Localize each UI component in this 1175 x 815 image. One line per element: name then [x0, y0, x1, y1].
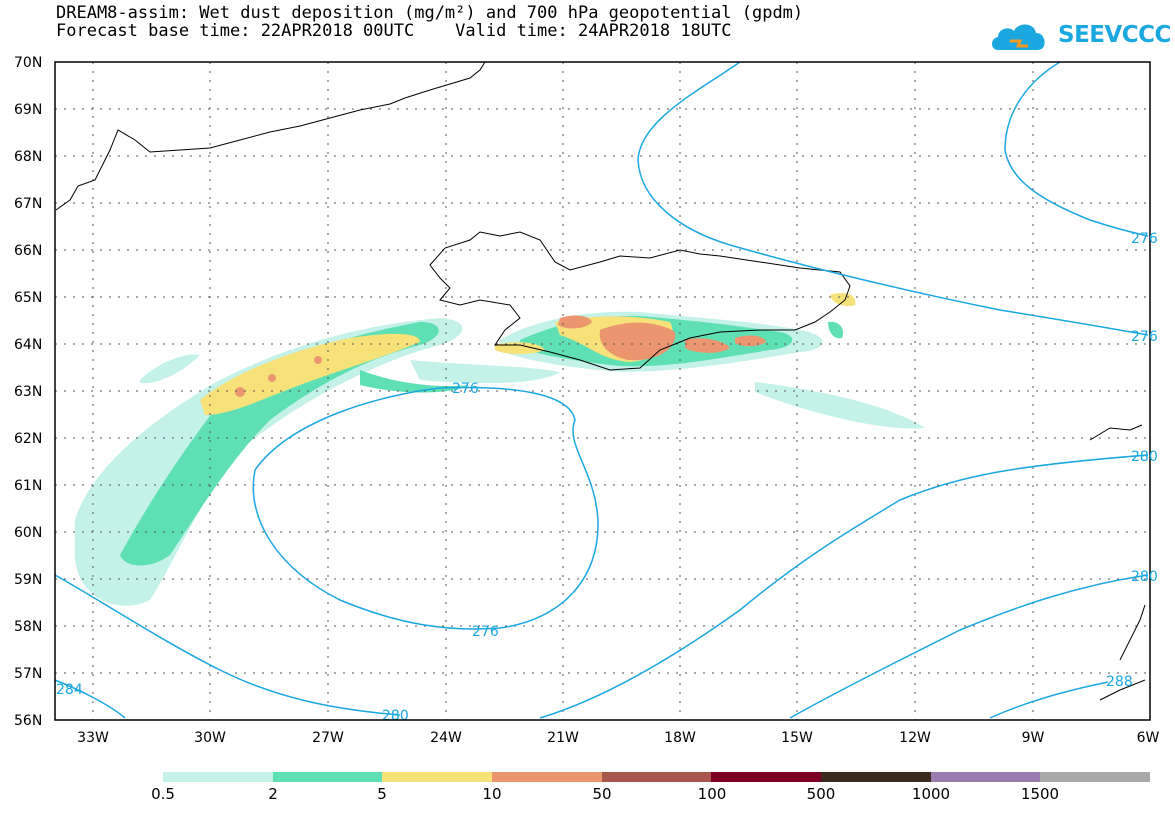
lat-label: 56N — [14, 713, 42, 729]
map-frame — [54, 61, 1151, 721]
lat-label: 66N — [14, 243, 42, 259]
lon-label: 15W — [781, 730, 813, 746]
legend-swatch — [930, 772, 1041, 782]
latitude-labels: 70N 69N 68N 67N 66N 65N 64N 63N 62N 61N … — [14, 55, 42, 729]
legend-swatch — [821, 772, 931, 782]
contour-label: 280 — [1131, 449, 1158, 465]
contour-label: 284 — [56, 682, 83, 698]
legend-swatch — [163, 772, 273, 782]
contour-label: 280 — [1131, 569, 1158, 585]
legend-label: 500 — [806, 785, 836, 803]
lat-label: 60N — [14, 525, 42, 541]
lat-label: 67N — [14, 196, 42, 212]
cloud-logo-icon — [992, 24, 1045, 50]
longitude-labels: 33W 30W 27W 24W 21W 18W 15W 12W 9W 6W — [77, 730, 1159, 746]
logo-text: SEEVCCC — [1058, 22, 1171, 48]
legend-swatch — [492, 772, 602, 782]
legend-swatch — [382, 772, 493, 782]
lat-label: 58N — [14, 619, 42, 635]
lat-label: 61N — [14, 478, 42, 494]
lat-label: 65N — [14, 290, 42, 306]
legend-swatch — [601, 772, 712, 782]
color-legend — [163, 772, 1151, 782]
legend-swatch — [711, 772, 822, 782]
legend-label: 10 — [482, 785, 502, 803]
legend-label: 0.5 — [151, 785, 175, 803]
lon-label: 30W — [194, 730, 226, 746]
lon-label: 21W — [547, 730, 579, 746]
coastlines — [55, 61, 1146, 701]
geopotential-contours — [54, 61, 1149, 719]
contour-label: 276 — [472, 624, 499, 640]
graticule — [55, 62, 1150, 720]
lon-label: 24W — [430, 730, 462, 746]
lat-label: 70N — [14, 55, 42, 71]
contour-label: 276 — [1131, 231, 1158, 247]
map-title: DREAM8-assim: Wet dust deposition (mg/m²… — [56, 3, 804, 23]
edge-contour-labels: 276 276 280 280 — [1131, 231, 1158, 585]
lon-label: 6W — [1137, 730, 1160, 746]
legend-label: 2 — [268, 785, 278, 803]
legend-label: 100 — [697, 785, 727, 803]
legend-label: 1500 — [1020, 785, 1060, 803]
lat-label: 68N — [14, 149, 42, 165]
lat-label: 57N — [14, 666, 42, 682]
contour-label: 276 — [1131, 329, 1158, 345]
lat-label: 62N — [14, 431, 42, 447]
lon-label: 9W — [1022, 730, 1045, 746]
legend-swatch — [272, 772, 383, 782]
lon-label: 27W — [312, 730, 344, 746]
legend-label: 1000 — [911, 785, 951, 803]
lon-label: 12W — [899, 730, 931, 746]
contour-label: 288 — [1106, 674, 1133, 690]
lon-label: 33W — [77, 730, 109, 746]
map-subtitle: Forecast base time: 22APR2018 00UTC Vali… — [56, 21, 732, 41]
legend-label: 5 — [377, 785, 387, 803]
lat-label: 64N — [14, 337, 42, 353]
dust-deposition-field — [75, 293, 925, 606]
lat-label: 69N — [14, 102, 42, 118]
lat-label: 59N — [14, 572, 42, 588]
contour-label: 280 — [382, 708, 409, 724]
lat-label: 63N — [14, 384, 42, 400]
legend-label: 50 — [592, 785, 612, 803]
lon-label: 18W — [664, 730, 696, 746]
contour-label: 276 — [452, 381, 479, 397]
legend-swatch — [1040, 772, 1151, 782]
